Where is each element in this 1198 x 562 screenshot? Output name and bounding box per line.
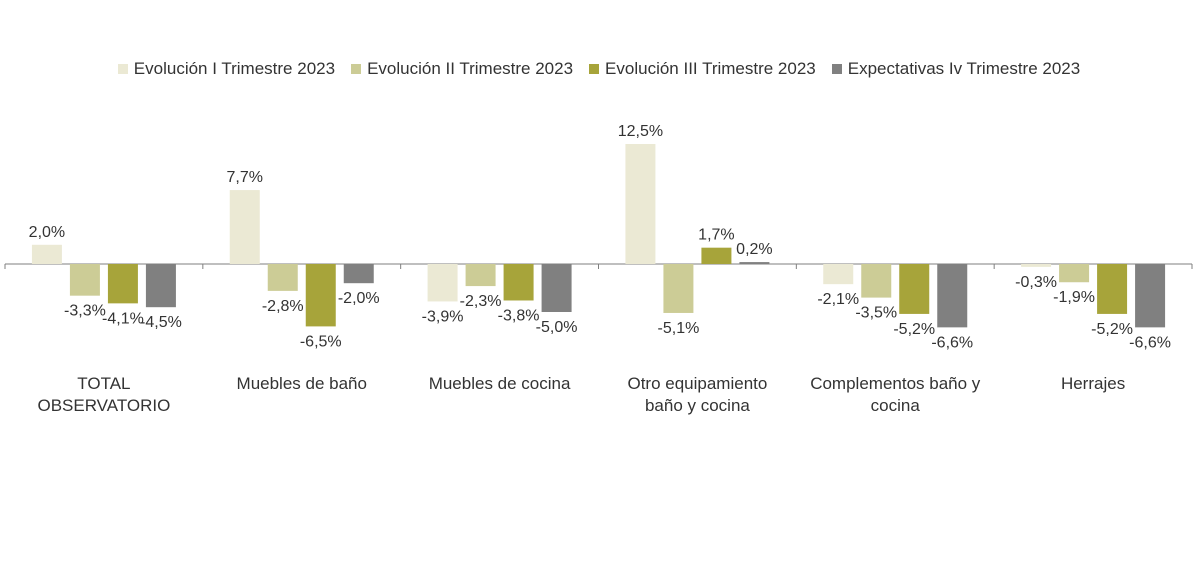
data-label: -5,1% bbox=[658, 320, 700, 337]
bar-s2-c1 bbox=[69, 264, 100, 296]
category-label: Complementos baño y bbox=[810, 374, 981, 393]
data-label: -2,1% bbox=[817, 291, 859, 308]
bar-s4-c6 bbox=[1135, 264, 1166, 328]
data-label: 7,7% bbox=[227, 169, 263, 186]
category-label: baño y cocina bbox=[645, 396, 750, 415]
bar-s4-c2 bbox=[343, 264, 374, 284]
bar-s3-c6 bbox=[1097, 264, 1128, 314]
data-label: -2,3% bbox=[460, 293, 502, 310]
legend-label: Evolución III Trimestre 2023 bbox=[605, 59, 816, 78]
data-label: -2,8% bbox=[262, 298, 304, 315]
legend-label: Evolución I Trimestre 2023 bbox=[133, 59, 336, 78]
bar-s1-c4 bbox=[625, 144, 656, 264]
category-label: Herrajes bbox=[1061, 374, 1125, 393]
bar-s4-c4 bbox=[739, 262, 770, 264]
category-label: Otro equipamiento bbox=[627, 374, 767, 393]
bar-s2-c5 bbox=[861, 264, 892, 298]
data-label: 0,2% bbox=[736, 241, 772, 258]
legend-swatch bbox=[351, 64, 362, 74]
data-label: -6,6% bbox=[1129, 334, 1171, 351]
bar-s4-c5 bbox=[937, 264, 968, 328]
bar-s1-c5 bbox=[823, 264, 854, 285]
legend-item-4: Expectativas Iv Trimestre 2023 bbox=[831, 59, 1081, 79]
legend-swatch bbox=[589, 64, 600, 74]
category-label: TOTAL bbox=[77, 374, 130, 393]
bar-s1-c1 bbox=[31, 244, 62, 264]
bar-s4-c3 bbox=[541, 264, 572, 312]
legend-label: Expectativas Iv Trimestre 2023 bbox=[847, 59, 1081, 78]
bar-s1-c3 bbox=[427, 264, 458, 302]
data-label: -6,6% bbox=[931, 334, 973, 351]
data-label: -3,9% bbox=[422, 308, 464, 325]
bar-s2-c6 bbox=[1059, 264, 1090, 283]
data-label: -3,5% bbox=[855, 305, 897, 322]
chart-legend: Evolución I Trimestre 2023 Evolución II T… bbox=[0, 56, 1198, 82]
data-label: -4,1% bbox=[102, 310, 144, 327]
bar-s3-c4 bbox=[701, 247, 732, 264]
legend-item-3: Evolución III Trimestre 2023 bbox=[589, 59, 816, 79]
bar-s2-c4 bbox=[663, 264, 694, 313]
bar-s1-c2 bbox=[229, 190, 260, 264]
category-label: Muebles de baño bbox=[237, 374, 367, 393]
bar-s2-c2 bbox=[267, 264, 298, 291]
legend-item-1: Evolución I Trimestre 2023 bbox=[117, 59, 336, 79]
category-label: cocina bbox=[871, 396, 921, 415]
bar-s4-c1 bbox=[145, 264, 176, 308]
bar-s3-c3 bbox=[503, 264, 534, 301]
legend-swatch bbox=[117, 64, 128, 74]
data-label: -2,0% bbox=[338, 290, 380, 307]
data-label: 1,7% bbox=[698, 227, 734, 244]
bar-s3-c1 bbox=[107, 264, 138, 304]
legend-swatch bbox=[831, 64, 842, 74]
data-label: -5,0% bbox=[536, 319, 578, 336]
category-label: Muebles de cocina bbox=[429, 374, 571, 393]
data-label: -1,9% bbox=[1053, 289, 1095, 306]
bar-s3-c2 bbox=[305, 264, 336, 327]
data-label: -3,8% bbox=[498, 307, 540, 324]
category-label: OBSERVATORIO bbox=[37, 396, 170, 415]
bar-s3-c5 bbox=[899, 264, 930, 314]
data-label: -0,3% bbox=[1015, 274, 1057, 291]
data-label: -4,5% bbox=[140, 314, 182, 331]
data-label: 2,0% bbox=[29, 224, 65, 241]
data-label: -6,5% bbox=[300, 333, 342, 350]
data-label: -5,2% bbox=[1091, 321, 1133, 338]
bar-s2-c3 bbox=[465, 264, 496, 287]
data-label: -3,3% bbox=[64, 303, 106, 320]
bar-s1-c6 bbox=[1021, 264, 1052, 267]
legend-item-2: Evolución II Trimestre 2023 bbox=[351, 59, 573, 79]
legend-label: Evolución II Trimestre 2023 bbox=[367, 59, 574, 78]
data-label: -5,2% bbox=[893, 321, 935, 338]
data-label: 12,5% bbox=[618, 123, 663, 140]
